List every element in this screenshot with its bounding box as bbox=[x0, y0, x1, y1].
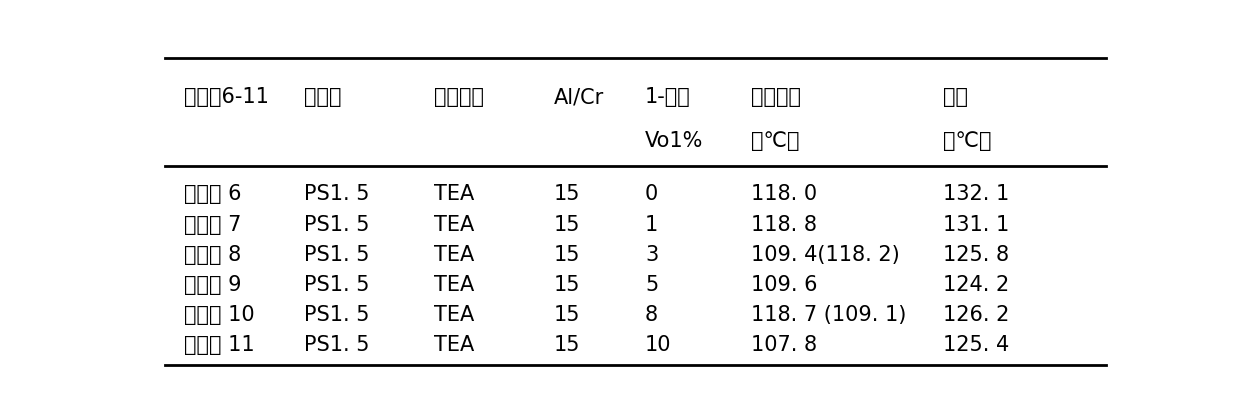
Text: 10: 10 bbox=[645, 335, 672, 355]
Text: 实施例 6: 实施例 6 bbox=[184, 184, 242, 204]
Text: 124. 2: 124. 2 bbox=[942, 275, 1009, 295]
Text: TEA: TEA bbox=[434, 275, 474, 295]
Text: 15: 15 bbox=[554, 215, 580, 235]
Text: TEA: TEA bbox=[434, 215, 474, 235]
Text: PS1. 5: PS1. 5 bbox=[304, 245, 370, 265]
Text: 126. 2: 126. 2 bbox=[942, 305, 1009, 325]
Text: 125. 4: 125. 4 bbox=[942, 335, 1009, 355]
Text: 132. 1: 132. 1 bbox=[942, 184, 1009, 204]
Text: 3: 3 bbox=[645, 245, 658, 265]
Text: 118. 8: 118. 8 bbox=[751, 215, 817, 235]
Text: 15: 15 bbox=[554, 245, 580, 265]
Text: TEA: TEA bbox=[434, 335, 474, 355]
Text: （℃）: （℃） bbox=[942, 131, 992, 150]
Text: 109. 4(118. 2): 109. 4(118. 2) bbox=[751, 245, 899, 265]
Text: PS1. 5: PS1. 5 bbox=[304, 305, 370, 325]
Text: TEA: TEA bbox=[434, 184, 474, 204]
Text: 催化剂: 催化剂 bbox=[304, 87, 341, 107]
Text: TEA: TEA bbox=[434, 305, 474, 325]
Text: 8: 8 bbox=[645, 305, 658, 325]
Text: 实施例 7: 实施例 7 bbox=[184, 215, 242, 235]
Text: PS1. 5: PS1. 5 bbox=[304, 335, 370, 355]
Text: 107. 8: 107. 8 bbox=[751, 335, 817, 355]
Text: Vo1%: Vo1% bbox=[645, 131, 703, 150]
Text: 1-已烯: 1-已烯 bbox=[645, 87, 691, 107]
Text: 15: 15 bbox=[554, 184, 580, 204]
Text: 15: 15 bbox=[554, 305, 580, 325]
Text: 118. 7 (109. 1): 118. 7 (109. 1) bbox=[751, 305, 906, 325]
Text: PS1. 5: PS1. 5 bbox=[304, 275, 370, 295]
Text: 熔点: 熔点 bbox=[942, 87, 968, 107]
Text: 15: 15 bbox=[554, 335, 580, 355]
Text: 1: 1 bbox=[645, 215, 658, 235]
Text: 5: 5 bbox=[645, 275, 658, 295]
Text: 131. 1: 131. 1 bbox=[942, 215, 1009, 235]
Text: TEA: TEA bbox=[434, 245, 474, 265]
Text: 15: 15 bbox=[554, 275, 580, 295]
Text: 0: 0 bbox=[645, 184, 658, 204]
Text: 实施例6-11: 实施例6-11 bbox=[184, 87, 269, 107]
Text: PS1. 5: PS1. 5 bbox=[304, 215, 370, 235]
Text: 助催化剂: 助催化剂 bbox=[434, 87, 484, 107]
Text: （℃）: （℃） bbox=[751, 131, 800, 150]
Text: 结晶温度: 结晶温度 bbox=[751, 87, 801, 107]
Text: 实施例 9: 实施例 9 bbox=[184, 275, 242, 295]
Text: 实施例 10: 实施例 10 bbox=[184, 305, 254, 325]
Text: Al/Cr: Al/Cr bbox=[554, 87, 604, 107]
Text: 实施例 8: 实施例 8 bbox=[184, 245, 241, 265]
Text: 109. 6: 109. 6 bbox=[751, 275, 817, 295]
Text: 118. 0: 118. 0 bbox=[751, 184, 817, 204]
Text: PS1. 5: PS1. 5 bbox=[304, 184, 370, 204]
Text: 实施例 11: 实施例 11 bbox=[184, 335, 254, 355]
Text: 125. 8: 125. 8 bbox=[942, 245, 1009, 265]
